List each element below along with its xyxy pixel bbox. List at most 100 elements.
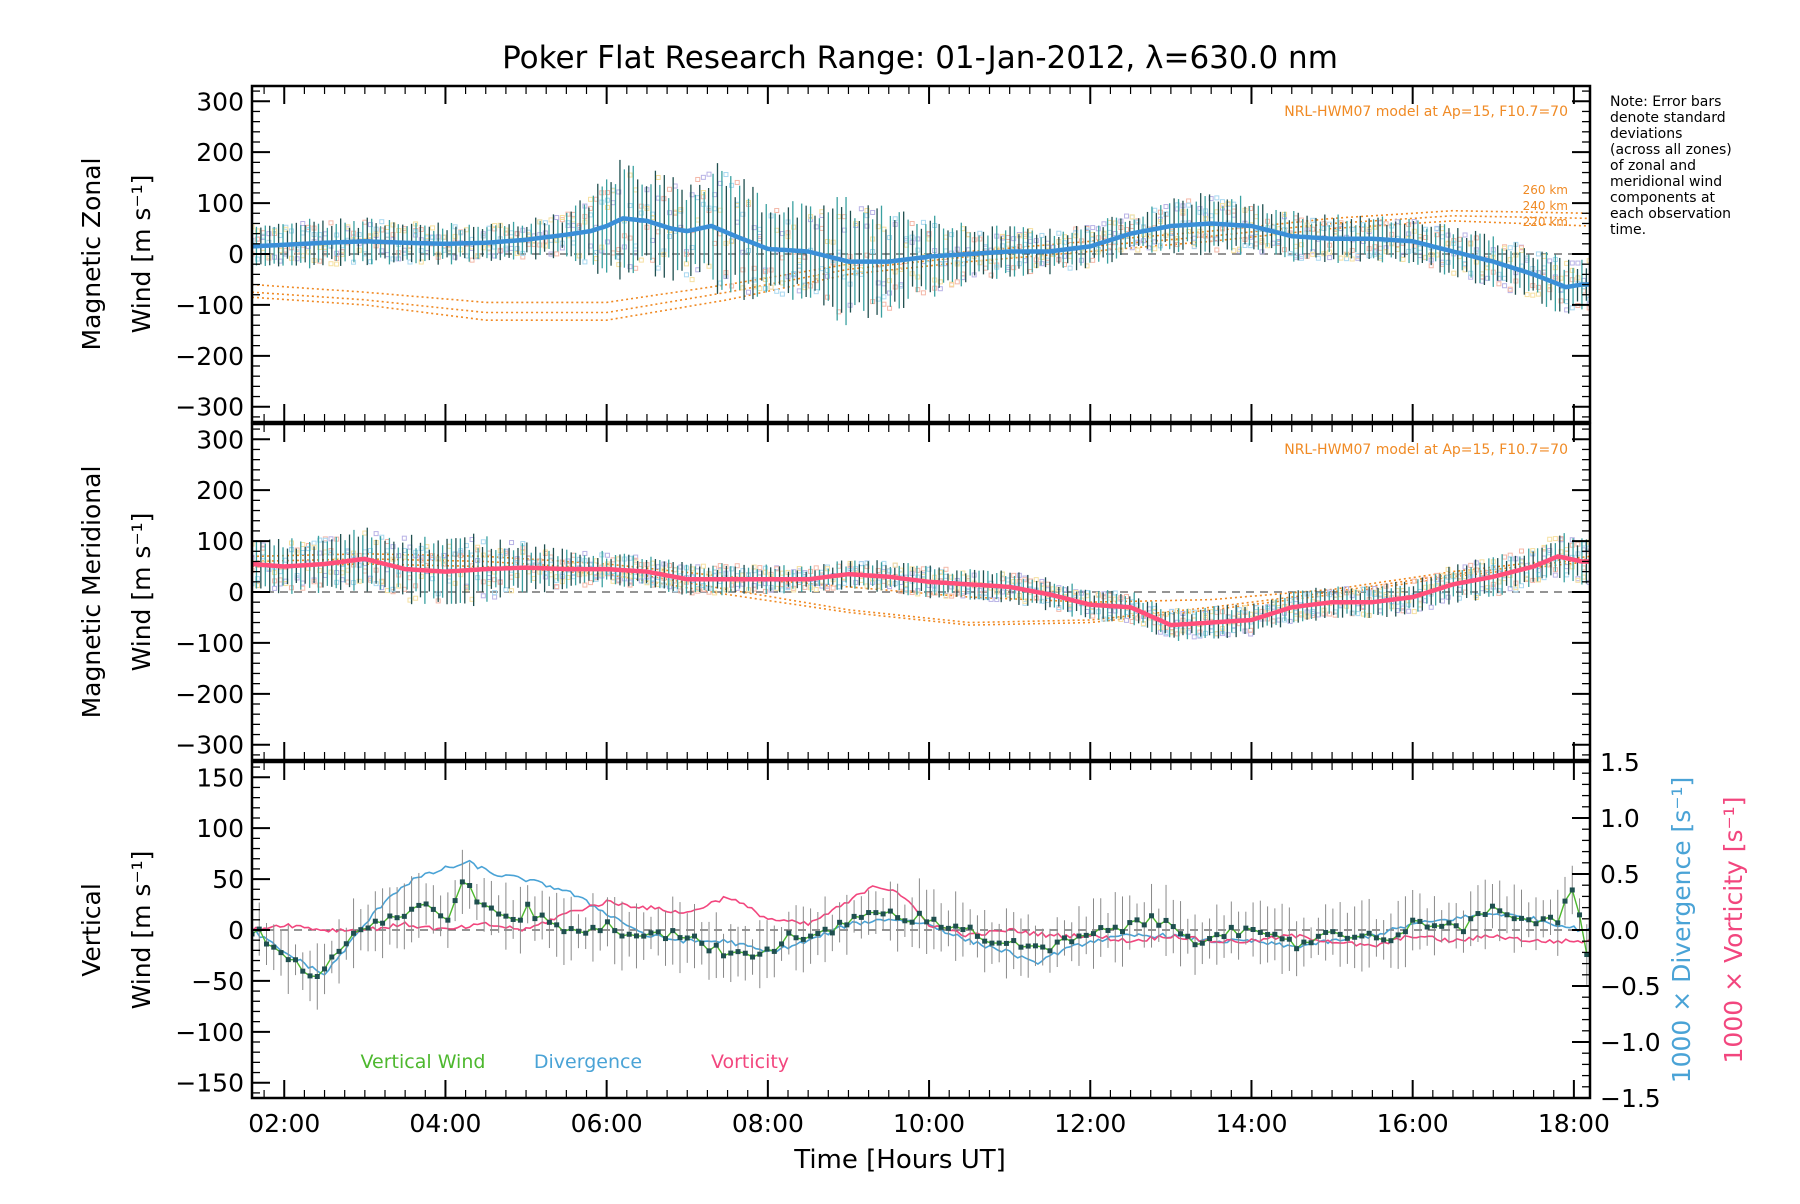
meridional-zone-point: [1039, 578, 1045, 584]
zonal-zone-point: [1061, 240, 1067, 246]
zonal-zone-point: [1485, 275, 1491, 281]
zonal-zone-point: [678, 207, 684, 213]
meridional-y-tick-label: 300: [196, 425, 244, 454]
meridional-zone-point: [1197, 632, 1203, 638]
meridional-zone-point: [503, 550, 509, 556]
zonal-zone-point: [999, 243, 1005, 249]
meridional-zone-point: [1090, 613, 1096, 619]
meridional-zone-point: [1349, 589, 1355, 595]
zonal-zone-point: [1310, 217, 1316, 223]
meridional-zone-point: [1383, 583, 1389, 589]
meridional-zone-point: [390, 586, 396, 592]
meridional-zone-point: [1124, 610, 1130, 616]
zonal-zone-point: [294, 256, 300, 262]
zonal-model-altitude-label: 220 km: [1523, 215, 1568, 229]
zonal-zone-point: [1061, 234, 1067, 240]
zonal-zone-point: [548, 217, 554, 223]
vertical-wind-point: [1417, 918, 1423, 924]
zonal-zone-point: [915, 236, 921, 242]
zonal-zone-point: [356, 247, 362, 253]
zonal-zone-point: [1349, 226, 1355, 232]
meridional-zone-point: [1552, 536, 1558, 542]
vertical-wind-point: [742, 950, 748, 956]
meridional-zone-point: [1496, 579, 1502, 585]
zonal-zone-point: [503, 227, 509, 233]
zonal-zone-point: [379, 227, 385, 233]
meridional-zone-point: [542, 570, 548, 576]
zonal-zone-point: [317, 232, 323, 238]
meridional-y-tick-label: 100: [196, 527, 244, 556]
zonal-zone-point: [305, 249, 311, 255]
zonal-zone-point: [1518, 247, 1524, 253]
meridional-zone-point: [915, 567, 921, 573]
vertical-wind-point: [1134, 917, 1140, 923]
vertical-wind-point: [503, 913, 509, 919]
x-tick-label: 12:00: [1054, 1109, 1126, 1138]
meridional-zone-point: [362, 530, 368, 536]
meridional-zone-point: [627, 555, 633, 561]
x-tick-label: 16:00: [1377, 1109, 1449, 1138]
zonal-zone-point: [604, 239, 610, 245]
meridional-zone-point: [1445, 566, 1451, 572]
meridional-zone-point: [616, 556, 622, 562]
vertical-wind-point: [1497, 908, 1503, 914]
meridional-zone-point: [554, 574, 560, 580]
meridional-zone-point: [988, 596, 994, 602]
vertical-wind-point: [358, 927, 364, 933]
meridional-plot-area: [252, 527, 1590, 641]
meridional-zone-point: [514, 572, 520, 578]
meridional-zone-point: [1050, 586, 1056, 592]
meridional-zone-point: [1479, 559, 1485, 565]
meridional-zone-point: [492, 590, 498, 596]
zonal-zone-point: [937, 261, 943, 267]
vertical-wind-point: [641, 933, 647, 939]
zonal-zone-point: [920, 219, 926, 225]
zonal-zone-point: [565, 211, 571, 217]
zonal-zone-point: [1400, 256, 1406, 262]
vertical-wind-point: [590, 924, 596, 930]
vertical-wind-point: [568, 926, 574, 932]
meridional-zone-point: [294, 549, 300, 555]
meridional-zone-point: [1163, 630, 1169, 636]
zonal-zone-point: [1485, 265, 1491, 271]
meridional-zone-point: [678, 564, 684, 570]
meridional-zone-point: [565, 558, 571, 564]
meridional-zone-point: [1411, 609, 1417, 615]
x-tick-label: 06:00: [571, 1109, 643, 1138]
zonal-zone-point: [1547, 284, 1553, 290]
zonal-zone-point: [915, 287, 921, 293]
meridional-zone-point: [1411, 578, 1417, 584]
zonal-zone-point: [1315, 255, 1321, 261]
meridional-zone-point: [943, 566, 949, 572]
zonal-zone-point: [729, 283, 735, 289]
vertical-wind-point: [815, 931, 821, 937]
zonal-zone-point: [1214, 247, 1220, 253]
vertical-y-tick-label: 150: [196, 763, 244, 792]
zonal-zone-point: [1530, 292, 1536, 298]
zonal-zone-point: [920, 290, 926, 296]
zonal-zone-point: [1259, 238, 1265, 244]
zonal-zone-point: [1135, 247, 1141, 253]
zonal-panel: NRL-HWM07 model at Ap=15, F10.7=70 260 km…: [77, 84, 1592, 424]
vertical-wind-point: [909, 919, 915, 925]
zonal-zone-point: [1569, 277, 1575, 283]
zonal-zone-point: [1423, 254, 1429, 260]
zonal-model-altitude-label: 260 km: [1523, 183, 1568, 197]
vertical-wind-point: [771, 948, 777, 954]
meridional-zone-point: [418, 573, 424, 579]
right-tick-label: 1.0: [1600, 804, 1640, 833]
meridional-zone-point: [328, 569, 334, 575]
zonal-zone-point: [1186, 202, 1192, 208]
vertical-wind-point: [902, 918, 908, 924]
meridional-zone-point: [700, 563, 706, 569]
zonal-zone-point: [1248, 206, 1254, 212]
meridional-zone-point: [604, 561, 610, 567]
meridional-zone-point: [678, 588, 684, 594]
zonal-zone-point: [317, 258, 323, 264]
vertical-wind-point: [1112, 924, 1118, 930]
zonal-zone-point: [542, 220, 548, 226]
meridional-zone-point: [734, 563, 740, 569]
zonal-zone-point: [418, 227, 424, 233]
zonal-model-curve-0: [252, 209, 1590, 304]
zonal-zone-point: [937, 286, 943, 292]
